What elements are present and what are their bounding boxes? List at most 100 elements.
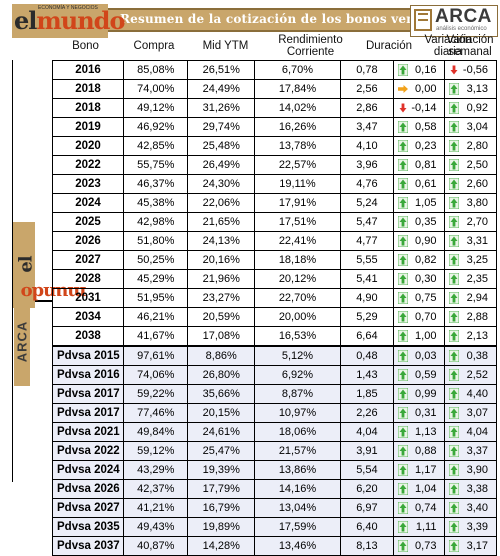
cell-var-semanal: 3,13 [444,79,497,99]
cell-compra: 50,25% [123,250,189,270]
table-row: 2018 74,00% 24,49% 17,84% 2,56 0,00 3,13 [51,79,497,99]
variation-value: -0,14 [411,102,437,114]
cell-compra: 41,21% [123,498,189,518]
elmundo-wordmark: elmundo [14,6,125,35]
cell-var-diaria: 1,04 [392,479,446,499]
cell-rendimiento: 21,57% [254,441,341,461]
cell-bono: 2018 [51,98,125,118]
cell-var-diaria: 0,59 [392,365,446,385]
cell-duracion: 3,47 [339,117,394,137]
table-row: 2034 46,21% 20,59% 20,00% 5,29 0,70 2,88 [51,307,497,327]
cell-mid-ytm: 21,65% [187,212,256,232]
cell-var-diaria: 0,74 [392,498,446,518]
cell-mid-ytm: 24,30% [187,174,256,194]
cell-rendimiento: 17,59% [254,517,341,537]
cell-mid-ytm: 20,16% [187,250,256,270]
table-row: Pdvsa 2016 74,06% 26,80% 6,92% 1,43 0,59 2,52 [51,365,497,385]
cell-rendimiento: 8,87% [254,384,341,404]
cell-var-diaria: 0,75 [392,288,446,308]
cell-bono: Pdvsa 2016 [51,365,125,385]
cell-compra: 43,29% [123,460,189,480]
table-row: 2022 55,75% 26,49% 22,57% 3,96 0,81 2,50 [51,155,497,175]
cell-bono: Pdvsa 2017 [51,403,125,423]
table-row: Pdvsa 2017 59,22% 35,66% 8,87% 1,85 0,99 4,40 [51,384,497,404]
cell-rendimiento: 6,92% [254,365,341,385]
quote-table-image: { "header": { "title": "Resumen de la co… [12,4,498,556]
table-row: 2024 45,38% 22,06% 17,91% 5,24 1,05 3,80 [51,193,497,213]
cell-mid-ytm: 16,79% [187,498,256,518]
variation-value: 3,07 [466,407,488,419]
cell-bono: 2038 [51,326,125,347]
cell-rendimiento: 13,86% [254,460,341,480]
cell-var-semanal: 3,39 [444,517,497,537]
variation-value: -0,56 [462,64,488,76]
variation-value: 3,04 [466,121,488,133]
cell-rendimiento: 22,57% [254,155,341,175]
cell-rendimiento: 6,70% [254,60,341,80]
variation-value: 3,38 [466,483,488,495]
cell-var-diaria: 0,16 [392,60,446,80]
cell-mid-ytm: 20,59% [187,307,256,327]
col-header-compra: Compra [133,40,175,52]
variation-value: 2,70 [466,216,488,228]
cell-rendimiento: 14,16% [254,479,341,499]
variation-value: 4,04 [466,426,488,438]
cell-rendimiento: 10,97% [254,403,341,423]
cell-compra: 97,61% [123,345,189,366]
variation-value: 4,40 [466,388,488,400]
cell-mid-ytm: 24,61% [187,422,256,442]
variation-value: 1,00 [415,330,437,342]
cell-rendimiento: 20,12% [254,269,341,289]
variation-value: 0,16 [415,64,437,76]
variation-value: 2,60 [466,178,488,190]
cell-var-diaria: 0,81 [392,155,446,175]
cell-mid-ytm: 8,86% [187,345,256,366]
cell-rendimiento: 17,84% [254,79,341,99]
cell-bono: 2031 [51,288,125,308]
cell-compra: 41,67% [123,326,189,347]
sidebar-elmundo-logo: el mundo [15,256,87,303]
cell-rendimiento: 22,70% [254,288,341,308]
cell-bono: Pdvsa 2022 [51,441,125,461]
cell-var-diaria: 0,23 [392,136,446,156]
table-row: 2018 49,12% 31,26% 14,02% 2,86 -0,14 0,92 [51,98,497,118]
variation-value: 3,25 [466,254,488,266]
cell-var-diaria: 0,30 [392,269,446,289]
variation-value: 3,37 [466,445,488,457]
table-row: Pdvsa 2026 42,37% 17,79% 14,16% 6,20 1,04 3,38 [51,479,497,499]
cell-compra: 49,84% [123,422,189,442]
cell-compra: 45,38% [123,193,189,213]
variation-value: 0,23 [415,140,437,152]
variation-value: 2,80 [466,140,488,152]
cell-var-semanal: 3,04 [444,117,497,137]
cell-bono: Pdvsa 2021 [51,422,125,442]
cell-bono: 2019 [51,117,125,137]
cell-var-diaria: 0,58 [392,117,446,137]
cell-var-diaria: 0,03 [392,345,446,366]
cell-bono: 2026 [51,231,125,251]
cell-duracion: 3,96 [339,155,394,175]
variation-value: 0,00 [415,83,437,95]
sidebar-elmundo-bg [13,222,35,308]
table-row: Pdvsa 2015 97,61% 8,86% 5,12% 0,48 0,03 0,38 [51,345,497,366]
col-header-bono: Bono [72,40,99,52]
cell-var-semanal: 0,92 [444,98,497,118]
cell-mid-ytm: 29,74% [187,117,256,137]
variation-value: 1,11 [415,521,437,533]
table-row: 2028 45,29% 21,96% 20,12% 5,41 0,30 2,35 [51,269,497,289]
cell-duracion: 5,24 [339,193,394,213]
table-row: 2026 51,80% 24,13% 22,41% 4,77 0,90 3,31 [51,231,497,251]
cell-mid-ytm: 35,66% [187,384,256,404]
cell-compra: 51,80% [123,231,189,251]
cell-duracion: 5,41 [339,269,394,289]
cell-var-diaria: 1,11 [392,517,446,537]
cell-var-semanal: 0,38 [444,345,497,366]
variation-value: 1,13 [415,426,437,438]
cell-var-diaria: 0,73 [392,536,446,556]
cell-var-diaria: -0,14 [392,98,446,118]
cell-rendimiento: 5,12% [254,345,341,366]
cell-var-semanal: 3,80 [444,193,497,213]
cell-var-semanal: 3,17 [444,536,497,556]
cell-duracion: 2,26 [339,403,394,423]
variation-value: 0,59 [415,369,437,381]
